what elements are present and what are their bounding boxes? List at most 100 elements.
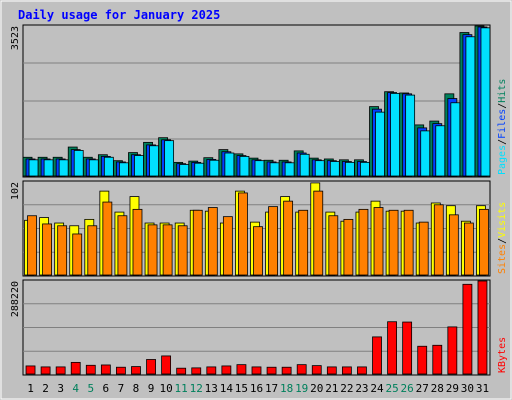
- x-tick-label-24: 24: [370, 382, 384, 395]
- bar-pages-day-24: [375, 111, 385, 177]
- x-tick-label-30: 30: [461, 382, 474, 395]
- bar-kbytes-day-27: [417, 345, 428, 375]
- bar-pages-day-5: [88, 159, 99, 177]
- x-tick-label-20: 20: [310, 382, 323, 395]
- bar-sites-day-10: [162, 224, 173, 276]
- bar-pages-day-13: [209, 159, 220, 177]
- legend-kbytes: KBytes: [497, 337, 508, 373]
- bar-pages-day-20: [314, 160, 325, 177]
- x-tick-label-2: 2: [42, 382, 49, 395]
- bar-sites-day-26: [403, 209, 414, 276]
- x-tick-label-17: 17: [265, 382, 278, 395]
- bar-sites-day-13: [207, 207, 218, 276]
- bar-kbytes-day-30: [462, 283, 473, 375]
- x-tick-label-31: 31: [476, 382, 489, 395]
- bar-sites-day-6: [102, 201, 113, 276]
- bar-sites-day-30: [464, 222, 474, 276]
- bar-kbytes-day-15: [236, 364, 247, 375]
- x-tick-label-21: 21: [325, 382, 338, 395]
- x-tick-label-13: 13: [205, 382, 218, 395]
- bar-kbytes-day-16: [251, 366, 262, 375]
- x-tick-label-7: 7: [118, 382, 125, 395]
- bar-kbytes-day-11: [176, 367, 187, 375]
- bar-kbytes-day-24: [372, 336, 382, 375]
- x-tick-label-18: 18: [280, 382, 293, 395]
- x-tick-label-19: 19: [295, 382, 308, 395]
- bar-sites-day-3: [57, 225, 68, 276]
- bar-sites-day-21: [328, 215, 339, 276]
- bar-sites-day-20: [313, 190, 324, 276]
- bar-pages-day-1: [28, 159, 39, 177]
- x-tick-label-9: 9: [148, 382, 155, 395]
- bar-kbytes-day-25: [387, 321, 397, 375]
- bar-sites-day-28: [433, 204, 444, 276]
- legend-hits-files-pages: Pages/Files/Hits: [497, 79, 508, 175]
- bar-kbytes-day-19: [296, 364, 307, 375]
- bar-sites-day-8: [132, 208, 143, 276]
- bar-pages-day-2: [43, 159, 54, 177]
- bar-pages-day-29: [450, 102, 461, 177]
- panel-kbytes: 288220 KBytes: [10, 279, 508, 376]
- legend-visits-sites: Sites/Visits: [497, 202, 508, 274]
- bar-kbytes-day-10: [161, 355, 172, 375]
- bar-pages-day-11: [179, 164, 190, 177]
- legend-item-pages: Pages: [497, 145, 508, 175]
- bar-pages-day-31: [480, 27, 491, 177]
- bar-kbytes-day-3: [55, 366, 66, 375]
- bar-kbytes-day-6: [100, 364, 111, 375]
- legend-item-files: Files: [497, 109, 508, 139]
- bar-pages-day-23: [360, 161, 370, 177]
- bar-kbytes-day-26: [402, 321, 413, 375]
- x-tick-label-16: 16: [250, 382, 263, 395]
- legend-item-kbytes: KBytes: [497, 337, 508, 373]
- chart-title: Daily usage for January 2025: [18, 8, 220, 22]
- bar-pages-day-19: [299, 153, 310, 177]
- bar-sites-day-22: [343, 218, 354, 276]
- bar-sites-day-7: [117, 215, 128, 276]
- bar-pages-day-17: [269, 162, 280, 177]
- bar-pages-day-3: [58, 159, 69, 177]
- x-tick-label-27: 27: [416, 382, 429, 395]
- bar-sites-day-9: [147, 224, 158, 276]
- x-tick-label-6: 6: [103, 382, 110, 395]
- scale-label-kbytes: 288220: [10, 281, 21, 317]
- bar-sites-day-17: [268, 206, 278, 276]
- bar-sites-day-24: [373, 207, 384, 276]
- bar-pages-day-15: [239, 156, 250, 177]
- bar-pages-day-21: [329, 161, 340, 177]
- bar-kbytes-day-2: [40, 366, 51, 375]
- legend-separator: /: [497, 238, 508, 244]
- bar-sites-day-15: [238, 192, 248, 276]
- legend-item-sites: Sites: [497, 244, 508, 274]
- bar-kbytes-day-17: [266, 366, 277, 375]
- bar-pages-day-12: [194, 162, 205, 177]
- bar-kbytes-day-5: [85, 364, 96, 375]
- bar-pages-day-28: [435, 125, 446, 177]
- bar-kbytes-day-9: [146, 359, 156, 375]
- bar-kbytes-day-29: [447, 326, 458, 375]
- bar-kbytes-day-1: [25, 365, 36, 375]
- scale-label-hits-files-pages: 3523: [10, 26, 21, 50]
- bar-kbytes-day-28: [432, 344, 443, 375]
- x-tick-label-5: 5: [87, 382, 94, 395]
- bar-sites-day-27: [418, 221, 429, 276]
- bar-sites-day-31: [479, 208, 489, 276]
- bar-pages-day-25: [390, 92, 400, 177]
- bar-sites-day-16: [253, 226, 263, 276]
- x-tick-label-1: 1: [27, 382, 34, 395]
- bar-pages-day-16: [254, 160, 265, 177]
- x-tick-label-15: 15: [235, 382, 248, 395]
- x-tick-label-26: 26: [401, 382, 414, 395]
- bar-pages-day-30: [465, 36, 476, 177]
- bar-sites-day-14: [222, 216, 233, 276]
- bar-pages-day-4: [73, 150, 84, 177]
- bar-kbytes-day-21: [326, 366, 337, 375]
- bar-pages-day-22: [344, 161, 355, 177]
- x-tick-label-14: 14: [220, 382, 234, 395]
- bar-pages-day-9: [149, 145, 159, 177]
- bar-pages-day-8: [134, 155, 144, 177]
- bar-kbytes-day-23: [357, 366, 367, 375]
- x-tick-label-23: 23: [355, 382, 368, 395]
